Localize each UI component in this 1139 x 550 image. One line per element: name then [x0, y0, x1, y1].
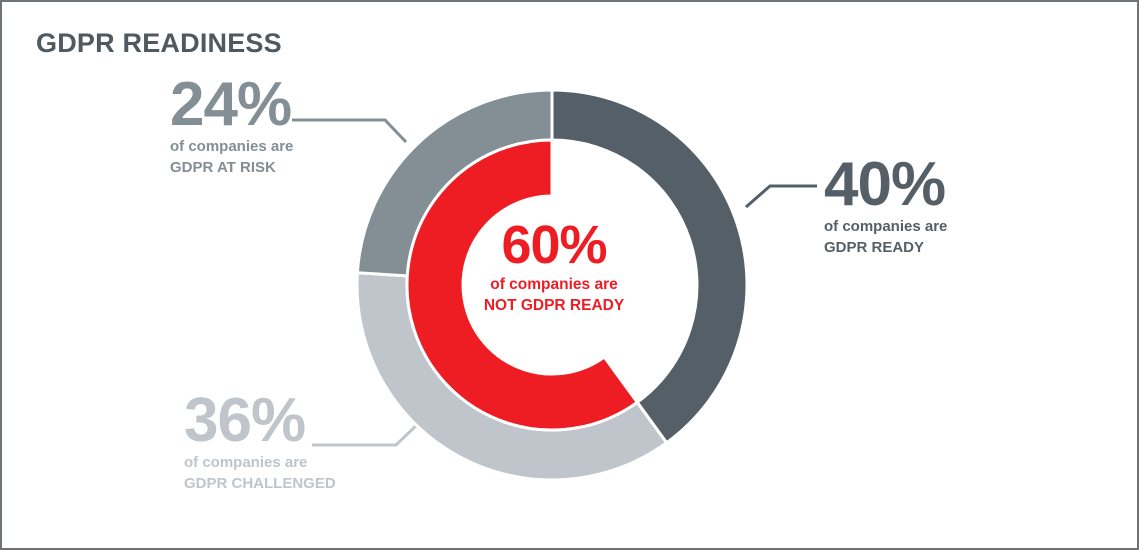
challenged-label: GDPR CHALLENGED — [184, 475, 336, 492]
callout-gdpr-at-risk: 24% of companies are GDPR AT RISK — [170, 74, 293, 178]
center-label-not-ready: 60% of companies are NOT GDPR READY — [472, 216, 636, 316]
leader-line-at-risk — [292, 118, 408, 144]
inner-slice-not-gdpr-ready — [405, 138, 640, 432]
risk-caption: of companies are — [170, 138, 294, 155]
chart-title: GDPR READINESS — [36, 28, 282, 58]
leader-line-challenged — [312, 420, 422, 447]
challenged-percentage: 36% — [184, 386, 306, 455]
not-ready-label: NOT GDPR READY — [483, 297, 625, 314]
not-ready-caption: of companies are — [490, 276, 618, 293]
ready-label: GDPR READY — [824, 239, 925, 256]
outer-slice-gdpr-ready — [550, 88, 749, 445]
ready-caption: of companies are — [824, 218, 948, 235]
risk-percentage: 24% — [170, 70, 292, 139]
not-ready-percentage: 60% — [501, 215, 607, 275]
risk-label: GDPR AT RISK — [170, 159, 276, 176]
challenged-caption: of companies are — [184, 454, 308, 471]
callout-gdpr-challenged: 36% of companies are GDPR CHALLENGED — [184, 390, 336, 494]
leader-line-ready — [745, 184, 817, 209]
callout-gdpr-ready: 40% of companies are GDPR READY — [824, 154, 947, 258]
ready-percentage: 40% — [824, 150, 946, 219]
